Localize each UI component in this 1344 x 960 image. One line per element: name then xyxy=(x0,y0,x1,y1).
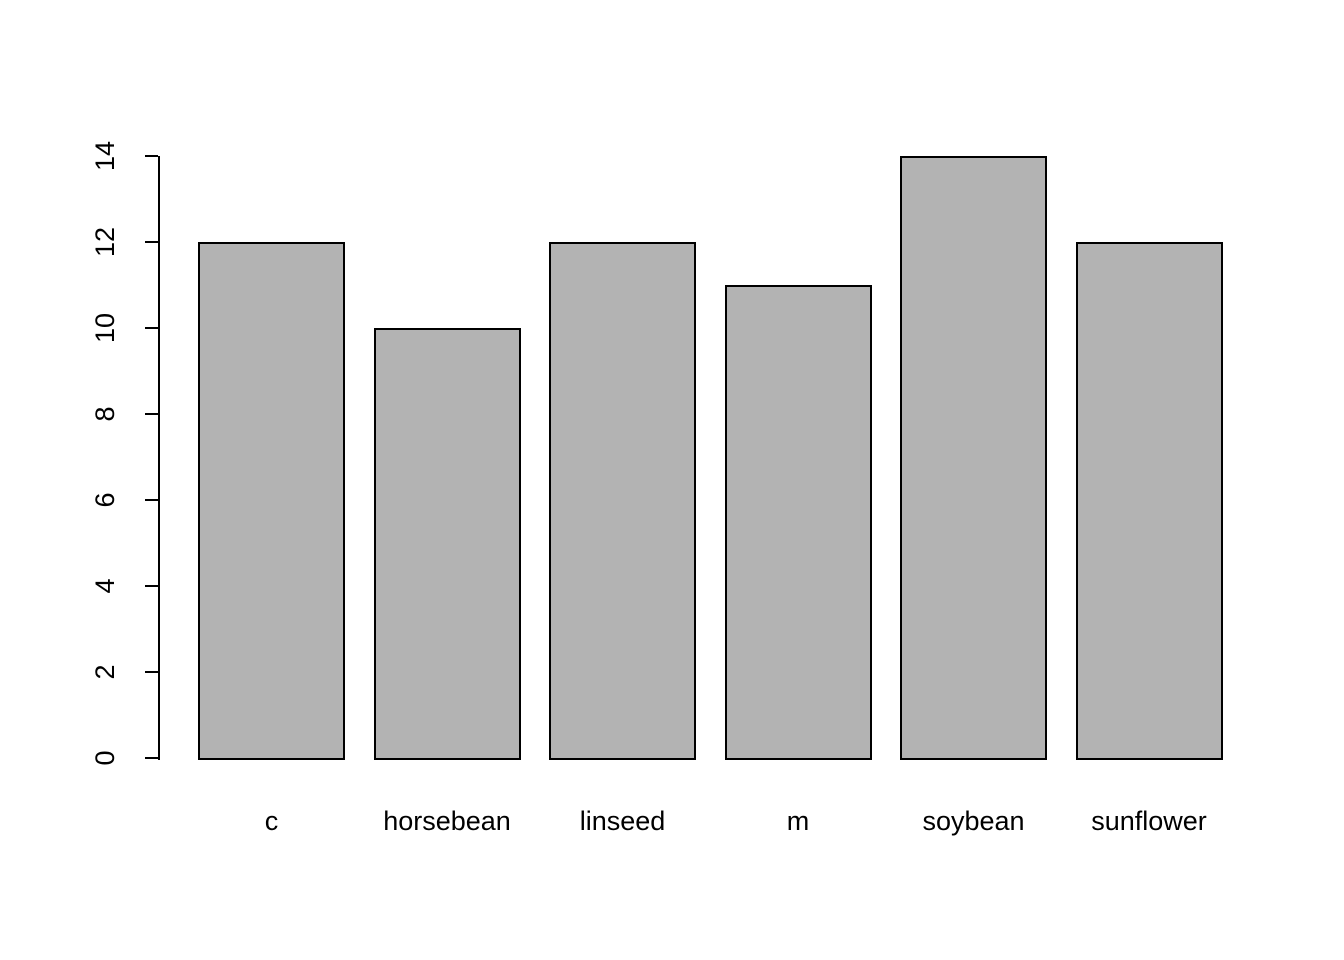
x-tick-label: linseed xyxy=(579,806,666,836)
y-tick-mark xyxy=(145,241,158,243)
y-tick-mark xyxy=(145,757,158,759)
bar-horsebean xyxy=(373,328,521,760)
y-tick-mark xyxy=(145,499,158,501)
y-tick-label: 6 xyxy=(89,492,120,508)
bar-m xyxy=(724,285,872,760)
y-tick-mark xyxy=(145,413,158,415)
x-tick-label: soybean xyxy=(922,806,1025,836)
x-tick-label: c xyxy=(264,806,279,836)
bar-linseed xyxy=(549,242,696,760)
y-tick-mark xyxy=(145,671,158,673)
bar-sunflower xyxy=(1075,242,1223,760)
bar-soybean xyxy=(900,156,1047,760)
y-tick-label: 10 xyxy=(89,312,120,344)
y-axis-line xyxy=(158,156,160,760)
y-tick-mark xyxy=(145,327,158,329)
y-tick-mark xyxy=(145,585,158,587)
y-tick-label: 14 xyxy=(89,140,120,172)
y-tick-label: 12 xyxy=(89,226,120,258)
x-tick-label: sunflower xyxy=(1091,806,1207,836)
y-tick-label: 4 xyxy=(89,578,120,594)
bar-c xyxy=(198,242,345,760)
y-tick-mark xyxy=(145,155,158,157)
y-tick-label: 0 xyxy=(89,750,120,766)
x-tick-label: m xyxy=(786,806,810,836)
y-tick-label: 8 xyxy=(89,406,120,422)
y-tick-label: 2 xyxy=(89,664,120,680)
x-tick-label: horsebean xyxy=(383,806,511,836)
